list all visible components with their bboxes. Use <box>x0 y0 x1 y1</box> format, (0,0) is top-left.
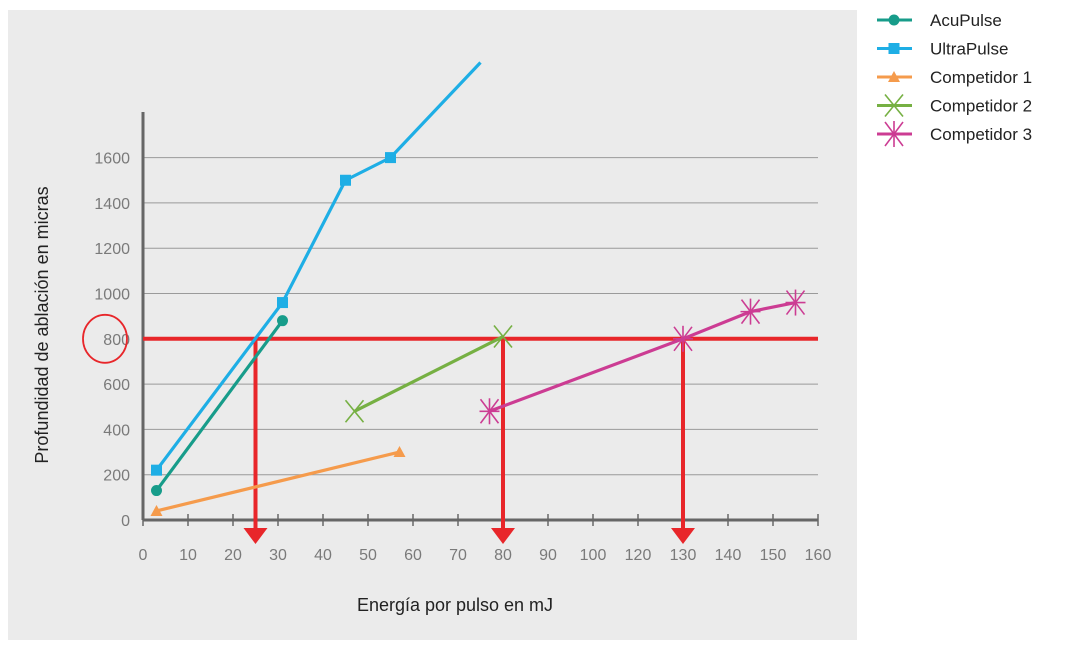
data-point <box>785 289 806 316</box>
y-tick-label: 1600 <box>94 151 130 168</box>
highlight-circle-800 <box>82 313 128 364</box>
legend-label: UltraPulse <box>930 40 1008 59</box>
legend-marker <box>888 14 900 26</box>
legend-label: AcuPulse <box>930 11 1002 30</box>
legend-label: Competidor 2 <box>930 97 1032 116</box>
x-tick-label: 160 <box>805 547 832 564</box>
y-axis-title: Profundidad de ablación en micras <box>32 186 52 463</box>
y-tick-label: 400 <box>103 422 130 439</box>
data-point <box>277 297 288 309</box>
legend-label: Competidor 3 <box>930 125 1032 144</box>
series-line-competidor-1 <box>156 450 400 513</box>
x-tick-label: 10 <box>179 547 197 564</box>
legend-marker <box>884 121 904 147</box>
x-tick-label: 40 <box>314 547 332 564</box>
y-tick-label: 200 <box>103 468 130 485</box>
series-line-competidor-2 <box>353 335 504 413</box>
data-point <box>479 398 500 425</box>
x-tick-label: 60 <box>404 547 422 564</box>
data-point <box>151 464 162 476</box>
x-tick-label: 130 <box>670 547 697 564</box>
legend-label: Competidor 1 <box>930 68 1032 87</box>
x-tick-label: 30 <box>269 547 287 564</box>
y-tick-label: 0 <box>121 513 130 530</box>
data-point <box>493 325 513 349</box>
legend-marker <box>888 43 900 54</box>
legend-marker <box>888 71 900 82</box>
arrow-head <box>243 528 268 544</box>
x-tick-label: 50 <box>359 547 377 564</box>
x-tick-label: 0 <box>139 547 148 564</box>
series-line-competidor-3 <box>488 300 796 413</box>
x-tick-label: 20 <box>224 547 242 564</box>
data-point <box>385 152 396 164</box>
legend-marker <box>884 93 904 118</box>
data-point <box>393 446 406 458</box>
x-tick-label: 90 <box>539 547 557 564</box>
arrow-head <box>671 528 695 544</box>
data-point <box>344 399 365 423</box>
x-tick-label: 150 <box>760 547 787 564</box>
y-tick-label: 600 <box>103 377 130 394</box>
x-tick-label: 80 <box>494 547 512 564</box>
y-tick-label: 800 <box>103 332 130 349</box>
data-point <box>340 174 351 186</box>
series-line-acupulse <box>155 319 284 492</box>
arrow-head <box>491 528 515 544</box>
data-point <box>673 325 693 352</box>
data-point <box>151 485 162 497</box>
y-tick-label: 1200 <box>94 241 130 258</box>
y-tick-label: 1000 <box>94 287 130 304</box>
series-line-ultrapulse <box>155 61 482 472</box>
x-axis-title: Energía por pulso en mJ <box>357 595 553 615</box>
y-tick-label: 1400 <box>94 196 130 213</box>
x-tick-label: 70 <box>449 547 467 564</box>
data-point <box>150 504 163 516</box>
x-tick-label: 140 <box>715 547 742 564</box>
x-tick-label: 100 <box>580 547 607 564</box>
data-point <box>277 315 288 327</box>
x-tick-label: 120 <box>625 547 652 564</box>
data-point <box>740 298 761 325</box>
